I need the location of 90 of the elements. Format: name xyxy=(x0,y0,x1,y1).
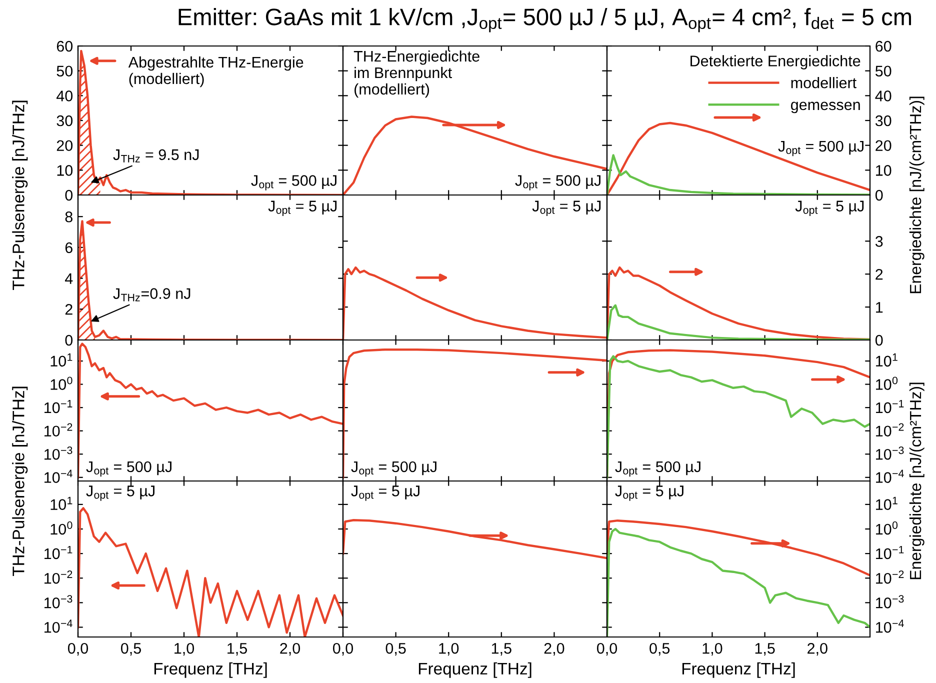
y-tick-label: 10$^{−1}$ xyxy=(44,546,72,560)
y-tick-label: 10$^{−3}$ xyxy=(44,595,72,608)
x-tick-label: 0,5 xyxy=(650,642,670,656)
annotation: Abgestrahlte THz-Energie (modelliert) xyxy=(128,56,304,88)
annotation: THz-Energiedichte im Brennpunkt (modelliert) xyxy=(354,50,480,98)
annotation: J$_{THz}$=0.9 nJ xyxy=(113,288,190,302)
annotation: J$_{opt}$ = 500 µJ xyxy=(251,175,336,190)
y-tick-label: 40 xyxy=(56,90,73,102)
y-tick-label: 2 xyxy=(65,304,72,315)
annotation: J$_{opt}$ = 5 µJ xyxy=(86,486,154,501)
y2-tick-label: 10$^{1}$ xyxy=(876,353,898,367)
x-axis-title: Frequenz [THz] xyxy=(154,662,267,678)
annotation: J$_{opt}$ = 500 µJ xyxy=(615,461,700,477)
y2-tick-label: 10$^{−3}$ xyxy=(876,446,904,460)
y-tick-label: 10$^{1}$ xyxy=(50,353,72,367)
y2-axis-title: Energiedichte [nJ/(cm²THz)] xyxy=(909,96,924,294)
y-tick-label: 0 xyxy=(65,190,73,201)
y2-tick-label: 10$^{−1}$ xyxy=(876,546,904,560)
y-tick-label: 60 xyxy=(56,40,73,52)
y-tick-label: 8 xyxy=(65,211,72,222)
y2-tick-label: 10$^{−2}$ xyxy=(876,423,904,437)
y2-tick-label: 0 xyxy=(875,190,883,201)
x-tick-label: 1,5 xyxy=(755,643,775,656)
x-tick-label: 1,5 xyxy=(492,643,512,656)
x-tick-label: 0,5 xyxy=(386,642,406,656)
y-tick-label: 4 xyxy=(64,273,73,284)
y-tick-label: 10$^{−2}$ xyxy=(44,570,72,584)
y2-tick-label: 50 xyxy=(875,66,892,77)
x-tick-label: 1,0 xyxy=(439,642,459,656)
y2-tick-label: 10 xyxy=(876,165,892,176)
y2-tick-label: 3 xyxy=(875,236,883,247)
y-tick-label: 10$^{−4}$ xyxy=(44,620,72,633)
legend-label: gemessen xyxy=(790,102,860,114)
y-tick-label: 20 xyxy=(56,140,73,152)
text: Emitter: GaAs mit 1 kV/cm ,J$_{opt}$= 500 µJ / 5 µJ, A$_{opt}$= 4 cm², f$_{det}$ = 5 cm xyxy=(178,8,912,32)
y-tick-label: 10$^{−2}$ xyxy=(44,423,72,437)
x-tick-label: 0,0 xyxy=(68,642,88,656)
y-tick-label: 10$^{−3}$ xyxy=(44,446,72,460)
x-tick-label: 0,0 xyxy=(332,642,354,656)
x-tick-label: 1,5 xyxy=(228,643,247,656)
y2-tick-label: 10$^{−4}$ xyxy=(876,620,904,633)
x-tick-label: 1,0 xyxy=(174,642,194,656)
y-tick-label: 10 xyxy=(57,165,73,176)
x-tick-label: 0,5 xyxy=(120,642,141,656)
x-tick-label: 2,0 xyxy=(808,642,828,656)
annotation: J$_{THz}$ = 9.5 nJ xyxy=(113,149,199,162)
x-tick-label: 0,0 xyxy=(596,642,618,656)
annotation: J$_{opt}$ = 500 µJ xyxy=(351,461,436,477)
y2-tick-label: 10$^{−4}$ xyxy=(876,470,904,483)
y-tick-label: 10$^{−4}$ xyxy=(44,470,72,483)
y-tick-label: 10$^{−1}$ xyxy=(44,400,72,414)
y-axis-title: THz-Pulsenergie [nJ/THz] xyxy=(12,100,28,290)
line-series xyxy=(607,519,870,576)
annotation: J$_{opt}$ = 5 µJ xyxy=(351,486,420,501)
y2-tick-label: 30 xyxy=(875,115,892,126)
y2-tick-label: 60 xyxy=(876,40,892,52)
legend-label: modelliert xyxy=(791,77,856,88)
y-tick-label: 10$^{1}$ xyxy=(50,496,72,510)
y2-tick-label: 40 xyxy=(875,90,892,102)
annotation: J$_{opt}$ = 500 µJ xyxy=(86,461,172,477)
y2-tick-label: 0 xyxy=(875,334,883,346)
y2-tick-label: 10$^{1}$ xyxy=(876,496,898,510)
y-tick-label: 6 xyxy=(65,242,72,254)
y2-tick-label: 10$^{0}$ xyxy=(876,376,898,390)
y-tick-label: 0 xyxy=(65,334,73,346)
y2-tick-label: 10$^{0}$ xyxy=(876,521,898,535)
annotation: J$_{opt}$ = 500 µJ xyxy=(778,140,864,156)
y2-tick-label: 20 xyxy=(876,140,892,152)
x-axis-title: Frequenz [THz] xyxy=(682,662,795,678)
x-tick-label: 2,0 xyxy=(280,642,300,656)
y2-tick-label: 2 xyxy=(876,268,883,280)
x-axis-title: Frequenz [THz] xyxy=(418,662,532,678)
y-tick-label: 30 xyxy=(56,115,73,126)
y2-tick-label: 10$^{−1}$ xyxy=(876,400,904,414)
annotation: J$_{opt}$ = 5 µJ xyxy=(268,200,337,216)
x-tick-label: 1,0 xyxy=(702,642,722,656)
legend-title: Detektierte Energiedichte xyxy=(690,55,860,70)
annotation: J$_{opt}$ = 5 µJ xyxy=(795,200,864,216)
annotation: J$_{opt}$ = 500 µJ xyxy=(515,175,600,190)
y-axis-title: THz-Pulsenergie [nJ/THz] xyxy=(12,386,28,576)
y-tick-label: 10$^{0}$ xyxy=(50,376,72,390)
x-tick-label: 2,0 xyxy=(544,642,564,656)
y2-tick-label: 10$^{−3}$ xyxy=(876,595,904,608)
y-tick-label: 50 xyxy=(56,66,73,77)
y2-tick-label: 1 xyxy=(876,302,883,313)
y-tick-label: 10$^{0}$ xyxy=(50,521,72,535)
annotation: J$_{opt}$ = 5 µJ xyxy=(532,200,601,216)
y2-axis-title: Energiedichte [nJ/(cm²THz)] xyxy=(909,382,924,580)
annotation: J$_{opt}$ = 5 µJ xyxy=(615,486,684,501)
y2-tick-label: 10$^{−2}$ xyxy=(876,570,904,584)
